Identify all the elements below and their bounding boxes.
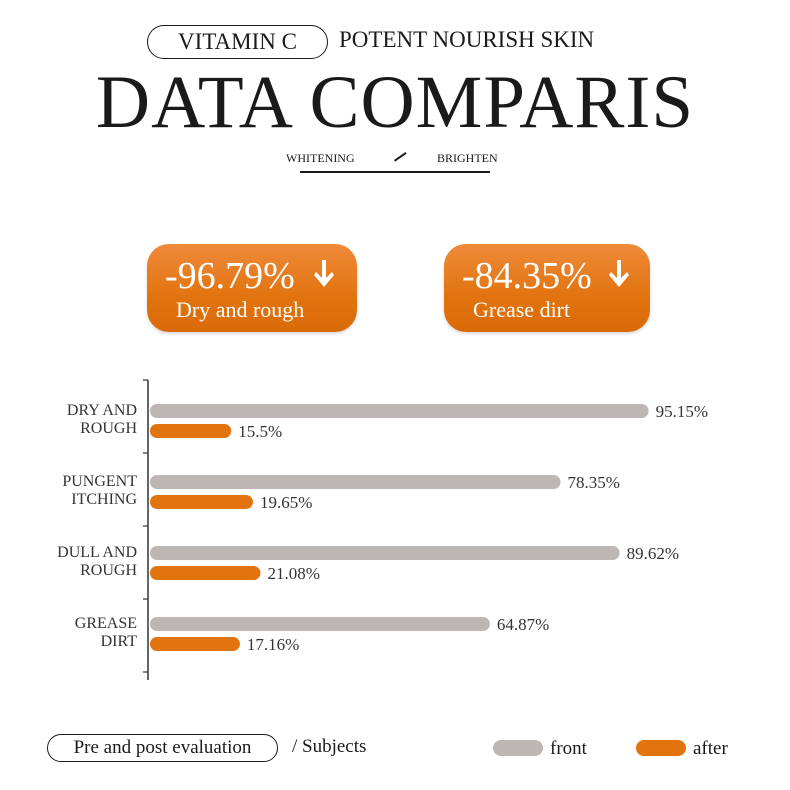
category-label: DRY AND ROUGH	[67, 402, 138, 437]
bar-after	[150, 637, 240, 651]
category-label-line: PUNGENT	[62, 473, 137, 490]
down-arrow-icon	[314, 260, 334, 287]
data-label-after: 17.16%	[247, 635, 299, 654]
bar-front	[150, 617, 490, 631]
evaluation-badge: Pre and post evaluation	[47, 734, 278, 762]
subjects-label: / Subjects	[292, 736, 367, 757]
category-label-line: ROUGH	[80, 562, 137, 579]
data-label-after: 21.08%	[267, 564, 319, 583]
category-label: PUNGENT ITCHING	[62, 473, 137, 508]
data-label-after: 19.65%	[260, 493, 312, 512]
callout-value: -84.35%	[462, 255, 592, 297]
title-underline	[300, 171, 490, 173]
legend-front-label: front	[550, 738, 587, 759]
down-arrow-icon	[609, 260, 629, 287]
callout-grease-dirt: -84.35% Grease dirt	[444, 244, 650, 332]
category-label-line: DIRT	[101, 633, 138, 650]
tag-brighten: BRIGHTEN	[437, 151, 498, 165]
category-label-line: DRY AND	[67, 402, 137, 419]
legend-front-swatch	[493, 740, 543, 756]
bar-front	[150, 475, 561, 489]
data-label-front: 64.87%	[497, 615, 549, 634]
bar-after	[150, 424, 232, 438]
vitamin-c-badge-text: VITAMIN C	[178, 29, 297, 54]
callout-label: Dry and rough	[176, 297, 305, 322]
callout-value: -96.79%	[165, 255, 295, 297]
vitamin-c-badge: VITAMIN C	[147, 25, 328, 59]
evaluation-badge-text: Pre and post evaluation	[73, 737, 252, 758]
page-title: DATA COMPARIS	[95, 61, 695, 144]
data-label-after: 15.5%	[238, 422, 282, 441]
bar-after	[150, 566, 261, 580]
callout-label: Grease dirt	[473, 297, 571, 322]
subtitle: POTENT NOURISH SKIN	[339, 27, 595, 52]
category-label-line: ITCHING	[71, 491, 137, 508]
category-label: GREASE DIRT	[75, 615, 137, 650]
category-label-line: ROUGH	[80, 420, 137, 437]
bar-front	[150, 546, 620, 560]
legend-after-swatch	[636, 740, 686, 756]
data-label-front: 78.35%	[568, 473, 620, 492]
data-label-front: 95.15%	[656, 402, 708, 421]
bar-front	[150, 404, 649, 418]
tag-whitening: WHITENING	[286, 151, 355, 165]
category-label-line: DULL AND	[57, 544, 137, 561]
bar-after	[150, 495, 253, 509]
category-label: DULL AND ROUGH	[57, 544, 137, 579]
category-label-line: GREASE	[75, 615, 137, 632]
tag-separator	[394, 151, 407, 162]
legend-after-label: after	[693, 738, 728, 759]
data-label-front: 89.62%	[627, 544, 679, 563]
callout-dry-rough: -96.79% Dry and rough	[147, 244, 357, 332]
